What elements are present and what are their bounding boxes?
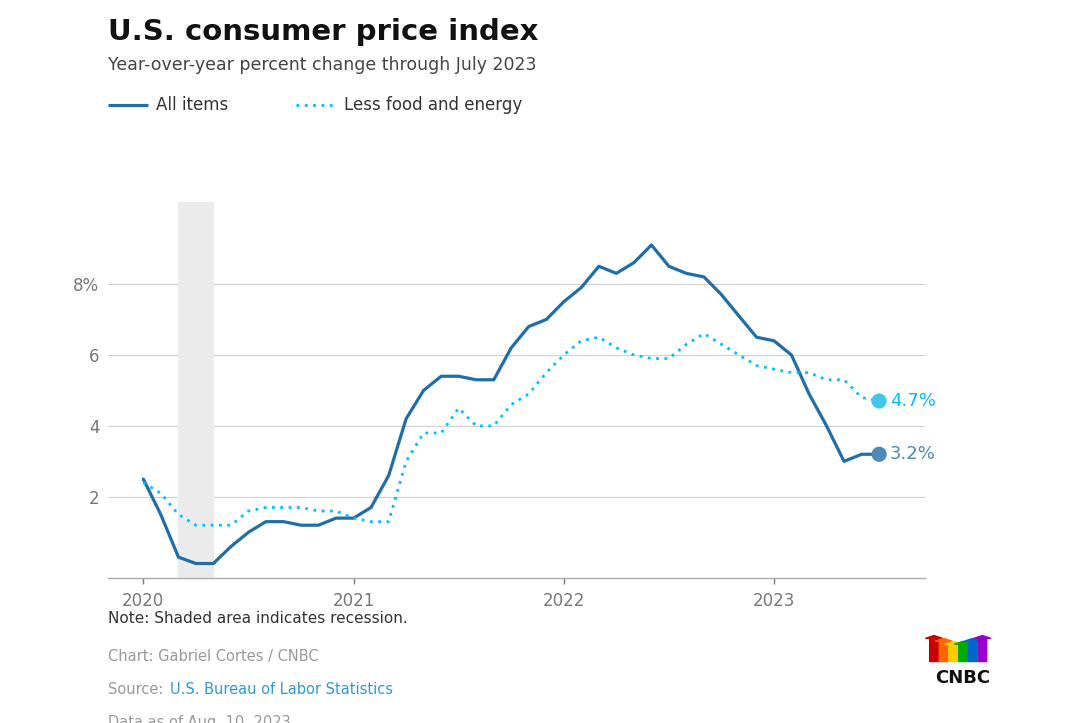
Text: U.S. Bureau of Labor Statistics: U.S. Bureau of Labor Statistics [170, 682, 393, 697]
Text: CNBC: CNBC [935, 669, 991, 687]
Text: Less food and energy: Less food and energy [344, 96, 523, 114]
Text: Note: Shaded area indicates recession.: Note: Shaded area indicates recession. [108, 611, 408, 626]
Text: 3.2%: 3.2% [890, 445, 935, 463]
Text: Source:: Source: [108, 682, 168, 697]
Text: Year-over-year percent change through July 2023: Year-over-year percent change through Ju… [108, 56, 536, 74]
Text: Data as of Aug. 10, 2023: Data as of Aug. 10, 2023 [108, 715, 291, 723]
Bar [179, 202, 213, 578]
Text: Chart: Gabriel Cortes / CNBC: Chart: Gabriel Cortes / CNBC [108, 649, 318, 664]
Point [870, 395, 888, 407]
Text: U.S. consumer price index: U.S. consumer price index [108, 18, 538, 46]
Point [870, 448, 888, 460]
Text: 4.7%: 4.7% [890, 392, 935, 410]
Text: All items: All items [156, 96, 228, 114]
